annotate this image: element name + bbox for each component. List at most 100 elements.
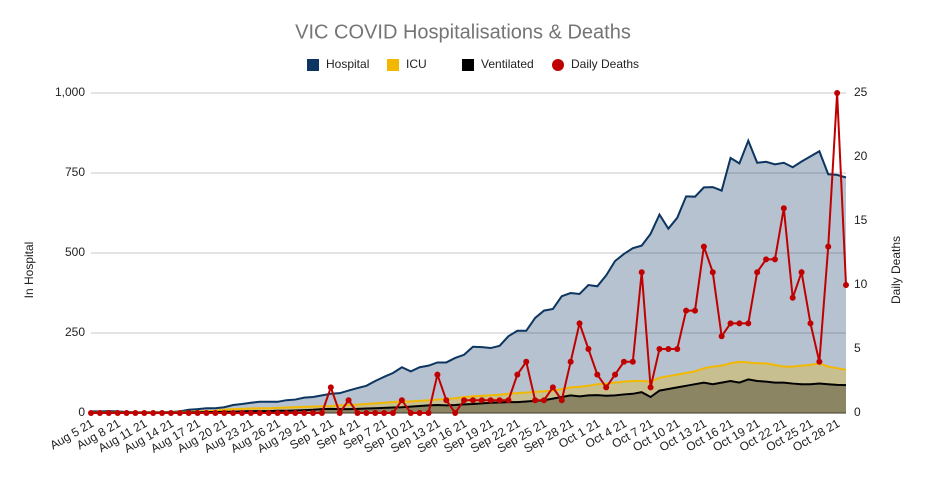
deaths-point	[700, 243, 707, 250]
deaths-point	[203, 410, 210, 416]
deaths-point	[247, 410, 254, 416]
deaths-point	[603, 384, 610, 391]
deaths-point	[363, 410, 370, 416]
deaths-point	[763, 256, 770, 263]
y-tick-label: 250	[65, 325, 85, 339]
deaths-point	[834, 90, 841, 96]
deaths-point	[718, 333, 725, 340]
deaths-point	[292, 410, 299, 416]
deaths-point	[159, 410, 166, 416]
deaths-point	[212, 410, 219, 416]
deaths-point	[398, 397, 405, 404]
deaths-point	[443, 397, 450, 404]
legend-label: Ventilated	[481, 57, 534, 71]
deaths-point	[612, 371, 619, 378]
deaths-point	[496, 397, 503, 404]
deaths-point	[771, 256, 778, 263]
y2-tick-label: 5	[854, 341, 861, 355]
deaths-point	[407, 410, 414, 416]
deaths-point	[523, 358, 530, 365]
y2-tick-label: 15	[854, 213, 868, 227]
deaths-point	[230, 410, 237, 416]
area-line	[91, 137, 847, 414]
deaths-point	[176, 410, 183, 416]
deaths-point	[620, 358, 627, 365]
deaths-point	[274, 410, 281, 416]
y2-tick-label: 0	[854, 405, 861, 419]
legend-marker	[552, 59, 564, 71]
deaths-point	[283, 410, 290, 416]
deaths-point	[594, 371, 601, 378]
deaths-point	[549, 384, 556, 391]
deaths-point	[478, 397, 485, 404]
legend-label: Daily Deaths	[571, 57, 639, 71]
deaths-point	[754, 269, 761, 276]
deaths-point	[425, 410, 432, 416]
deaths-point	[683, 307, 690, 314]
deaths-point	[807, 320, 814, 327]
deaths-point	[416, 410, 423, 416]
deaths-point	[692, 307, 698, 314]
deaths-point	[558, 397, 565, 404]
deaths-point	[736, 320, 743, 327]
deaths-point	[567, 358, 574, 365]
y2-tick-label: 25	[854, 85, 868, 99]
deaths-point	[381, 410, 388, 416]
deaths-point	[434, 371, 441, 378]
deaths-point	[541, 397, 547, 404]
y-axis-label: In Hospital	[22, 242, 36, 299]
y-tick-label: 1,000	[55, 85, 85, 99]
deaths-point	[345, 397, 352, 404]
deaths-point	[745, 320, 752, 327]
deaths-point	[505, 397, 512, 404]
deaths-point	[780, 205, 787, 212]
area-fill	[91, 140, 846, 413]
deaths-point	[674, 346, 681, 352]
deaths-point	[461, 397, 468, 404]
deaths-point	[576, 320, 583, 327]
legend-marker	[387, 59, 399, 71]
legend-label: ICU	[406, 57, 427, 71]
deaths-point	[96, 410, 103, 416]
deaths-point	[221, 410, 228, 416]
deaths-point	[167, 410, 174, 416]
deaths-point	[585, 346, 592, 352]
area-fill	[91, 361, 846, 413]
legend-marker	[307, 59, 319, 71]
deaths-point	[709, 269, 716, 276]
y-tick-label: 750	[65, 165, 85, 179]
deaths-point	[816, 358, 823, 365]
deaths-point	[141, 410, 148, 416]
deaths-point	[318, 410, 325, 416]
deaths-point	[150, 410, 157, 416]
y2-tick-label: 10	[854, 277, 868, 291]
deaths-point	[789, 294, 796, 301]
deaths-point	[132, 410, 139, 416]
deaths-point	[336, 410, 343, 416]
chart-title: VIC COVID Hospitalisations & Deaths	[295, 21, 631, 43]
deaths-point	[194, 410, 201, 416]
deaths-point	[656, 346, 663, 352]
deaths-point	[105, 410, 112, 416]
y-tick-label: 0	[78, 405, 85, 419]
y-tick-label: 500	[65, 245, 85, 259]
deaths-point	[452, 410, 459, 416]
deaths-point	[469, 397, 476, 404]
deaths-point	[123, 410, 130, 416]
deaths-point	[798, 269, 805, 276]
area-fill	[91, 379, 846, 413]
legend-marker	[462, 59, 474, 71]
deaths-point	[727, 320, 734, 327]
deaths-point	[843, 282, 849, 288]
deaths-point	[185, 410, 192, 416]
deaths-point	[354, 410, 361, 416]
deaths-point	[514, 371, 521, 378]
deaths-point	[301, 410, 308, 416]
deaths-point	[239, 410, 245, 416]
deaths-point	[256, 410, 263, 416]
deaths-point	[372, 410, 379, 416]
deaths-point	[665, 346, 672, 352]
y2-tick-label: 20	[854, 149, 868, 163]
deaths-point	[629, 358, 636, 365]
